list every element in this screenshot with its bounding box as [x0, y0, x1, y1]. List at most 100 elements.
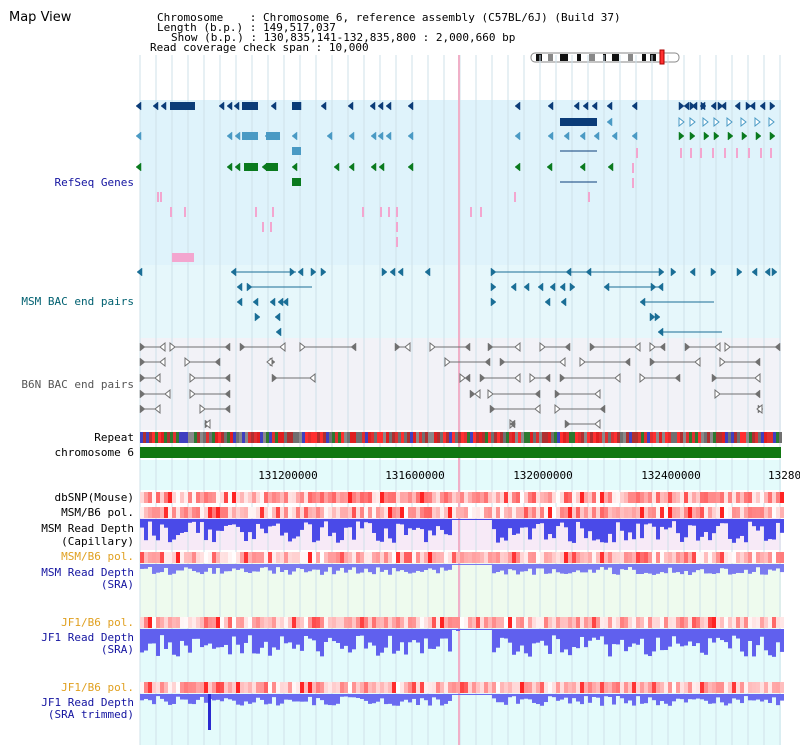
repeat-segment[interactable]	[158, 432, 161, 443]
depth-bar[interactable]	[556, 519, 560, 527]
polymorphism-cell[interactable]	[612, 492, 616, 503]
depth-bar[interactable]	[680, 629, 684, 647]
polymorphism-cell[interactable]	[536, 617, 540, 628]
repeat-segment[interactable]	[320, 432, 323, 443]
feature-arrow[interactable]	[459, 372, 466, 384]
depth-bar[interactable]	[520, 564, 524, 572]
polymorphism-cell[interactable]	[560, 682, 564, 693]
polymorphism-cell[interactable]	[496, 552, 500, 563]
polymorphism-cell[interactable]	[600, 507, 604, 518]
polymorphism-cell[interactable]	[752, 492, 756, 503]
polymorphism-cell[interactable]	[616, 552, 620, 563]
depth-bar[interactable]	[432, 694, 436, 698]
depth-bar[interactable]	[512, 629, 516, 655]
depth-bar[interactable]	[432, 564, 436, 570]
depth-bar[interactable]	[448, 694, 452, 701]
depth-bar[interactable]	[172, 519, 176, 540]
polymorphism-cell[interactable]	[648, 492, 652, 503]
depth-bar[interactable]	[648, 564, 652, 574]
depth-bar[interactable]	[468, 694, 472, 695]
polymorphism-cell[interactable]	[468, 617, 472, 628]
depth-bar[interactable]	[736, 629, 740, 639]
depth-bar[interactable]	[604, 694, 608, 697]
depth-bar[interactable]	[336, 629, 340, 643]
polymorphism-cell[interactable]	[304, 492, 308, 503]
depth-bar[interactable]	[632, 694, 636, 706]
depth-bar[interactable]	[164, 519, 168, 528]
repeat-segment[interactable]	[764, 432, 767, 443]
polymorphism-cell[interactable]	[776, 492, 780, 503]
depth-bar[interactable]	[260, 564, 264, 568]
depth-bar[interactable]	[564, 694, 568, 698]
depth-bar[interactable]	[576, 629, 580, 649]
repeat-segment[interactable]	[749, 432, 752, 443]
polymorphism-cell[interactable]	[156, 507, 160, 518]
feature-arrow[interactable]	[160, 101, 167, 111]
depth-bar[interactable]	[540, 629, 544, 641]
polymorphism-cell[interactable]	[144, 682, 148, 693]
polymorphism-cell[interactable]	[456, 492, 460, 503]
polymorphism-cell[interactable]	[528, 507, 532, 518]
repeat-segment[interactable]	[293, 432, 296, 443]
repeat-segment[interactable]	[458, 432, 461, 443]
feature-arrow[interactable]	[139, 389, 146, 399]
depth-bar[interactable]	[652, 694, 656, 701]
repeat-segment[interactable]	[425, 432, 428, 443]
feature-arrow[interactable]	[275, 327, 282, 337]
polymorphism-cell[interactable]	[188, 682, 192, 693]
depth-bar[interactable]	[492, 629, 496, 653]
polymorphism-cell[interactable]	[172, 492, 176, 503]
depth-bar[interactable]	[640, 519, 644, 539]
polymorphism-cell[interactable]	[572, 682, 576, 693]
depth-bar[interactable]	[632, 629, 636, 644]
depth-bar[interactable]	[636, 694, 640, 697]
depth-bar[interactable]	[724, 564, 728, 569]
label-msm-depth-sra[interactable]: MSM Read Depth	[41, 566, 134, 579]
repeat-segment[interactable]	[689, 432, 692, 443]
label-jf1-depth-trimmed[interactable]: JF1 Read Depth	[41, 696, 134, 709]
depth-bar[interactable]	[264, 564, 268, 568]
depth-bar[interactable]	[308, 519, 312, 525]
repeat-segment[interactable]	[755, 432, 758, 443]
polymorphism-cell[interactable]	[768, 617, 772, 628]
depth-bar[interactable]	[276, 629, 280, 650]
depth-bar[interactable]	[620, 564, 624, 570]
polymorphism-cell[interactable]	[352, 552, 356, 563]
depth-bar[interactable]	[240, 629, 244, 654]
feature-arrow[interactable]	[279, 341, 286, 353]
polymorphism-cell[interactable]	[704, 552, 708, 563]
repeat-segment[interactable]	[485, 432, 488, 443]
polymorphism-cell[interactable]	[628, 617, 632, 628]
feature-block[interactable]	[292, 102, 301, 110]
polymorphism-cell[interactable]	[316, 552, 320, 563]
polymorphism-cell[interactable]	[780, 507, 784, 518]
feature-arrow[interactable]	[514, 372, 521, 384]
depth-bar[interactable]	[300, 694, 304, 702]
polymorphism-cell[interactable]	[400, 617, 404, 628]
polymorphism-cell[interactable]	[440, 492, 444, 503]
depth-bar[interactable]	[156, 629, 160, 656]
depth-bar[interactable]	[464, 694, 468, 695]
refseq-mark[interactable]	[724, 148, 726, 158]
polymorphism-cell[interactable]	[208, 617, 212, 628]
polymorphism-cell[interactable]	[364, 492, 368, 503]
polymorphism-cell[interactable]	[280, 492, 284, 503]
depth-bar[interactable]	[248, 629, 252, 636]
feature-arrow[interactable]	[591, 101, 598, 111]
depth-bar[interactable]	[676, 564, 680, 573]
polymorphism-cell[interactable]	[148, 507, 152, 518]
depth-bar[interactable]	[496, 564, 500, 572]
refseq-mark[interactable]	[632, 178, 634, 188]
polymorphism-cell[interactable]	[680, 492, 684, 503]
depth-bar[interactable]	[608, 564, 612, 568]
polymorphism-cell[interactable]	[540, 552, 544, 563]
polymorphism-cell[interactable]	[564, 682, 568, 693]
depth-bar[interactable]	[200, 564, 204, 575]
feature-arrow[interactable]	[489, 404, 496, 414]
depth-bar[interactable]	[292, 564, 296, 572]
depth-bar[interactable]	[656, 694, 660, 706]
polymorphism-cell[interactable]	[140, 492, 144, 503]
depth-bar[interactable]	[420, 694, 424, 699]
polymorphism-cell[interactable]	[688, 682, 692, 693]
polymorphism-cell[interactable]	[488, 617, 492, 628]
